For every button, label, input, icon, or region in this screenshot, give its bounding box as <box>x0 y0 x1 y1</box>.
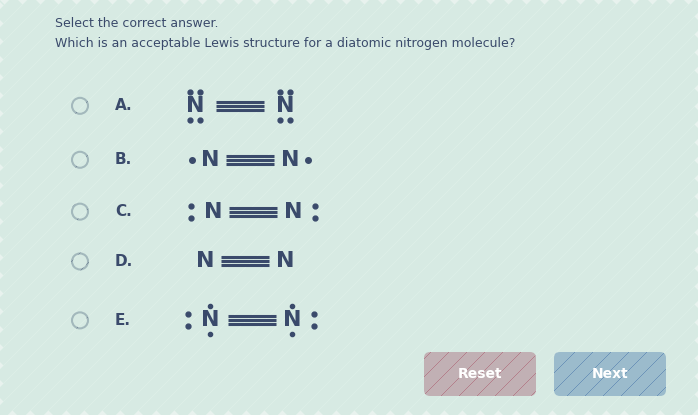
Text: E.: E. <box>115 313 131 328</box>
Text: B.: B. <box>115 152 132 167</box>
Text: N: N <box>276 251 295 271</box>
Text: A.: A. <box>115 98 133 113</box>
Text: N: N <box>276 96 295 116</box>
Text: N: N <box>281 150 299 170</box>
Text: N: N <box>186 96 205 116</box>
Text: N: N <box>204 202 222 222</box>
FancyBboxPatch shape <box>424 352 536 396</box>
Text: Which is an acceptable Lewis structure for a diatomic nitrogen molecule?: Which is an acceptable Lewis structure f… <box>55 37 515 50</box>
Text: N: N <box>284 202 302 222</box>
Text: Next: Next <box>592 367 628 381</box>
Text: N: N <box>201 310 219 330</box>
Text: N: N <box>195 251 214 271</box>
Text: Reset: Reset <box>458 367 503 381</box>
Text: N: N <box>283 310 302 330</box>
FancyBboxPatch shape <box>554 352 666 396</box>
Text: C.: C. <box>115 204 132 219</box>
Text: D.: D. <box>115 254 133 269</box>
Text: N: N <box>201 150 219 170</box>
Text: Select the correct answer.: Select the correct answer. <box>55 17 218 30</box>
